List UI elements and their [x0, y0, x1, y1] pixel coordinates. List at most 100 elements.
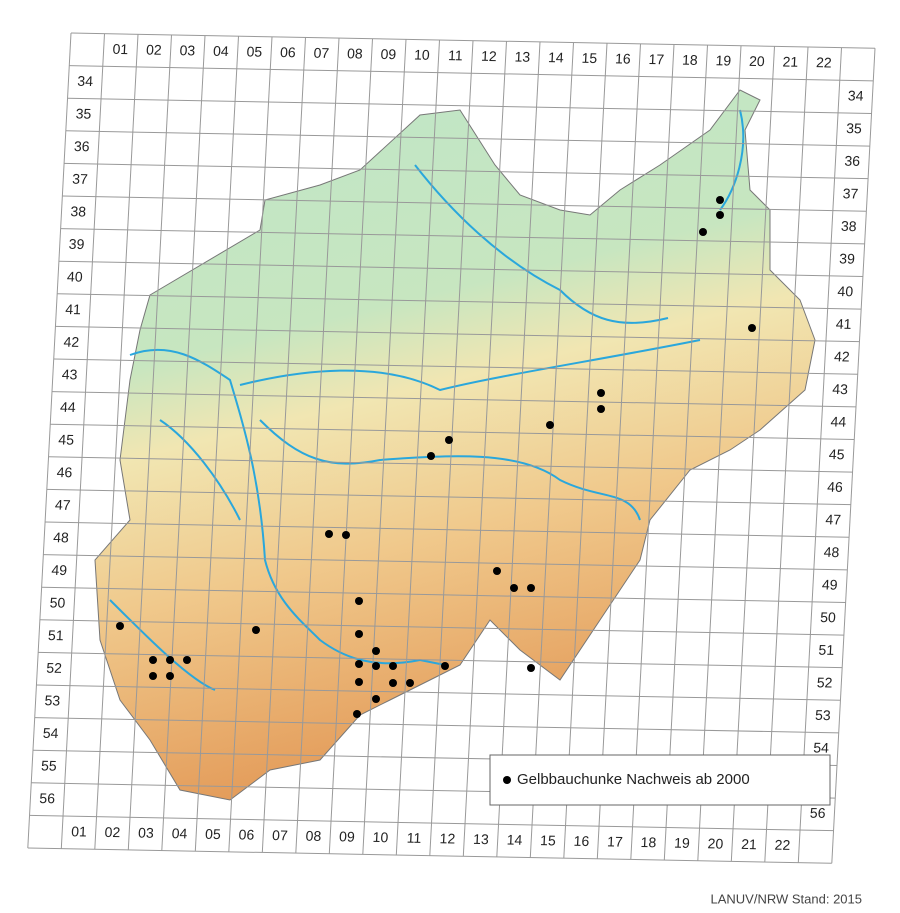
column-label: 11 — [406, 830, 422, 846]
grid-line — [46, 488, 851, 506]
grid-line — [70, 32, 876, 49]
grid-line — [27, 32, 72, 849]
column-label: 22 — [774, 837, 791, 853]
row-label: 38 — [70, 203, 87, 219]
row-label: 46 — [827, 479, 844, 495]
row-label: 37 — [72, 171, 89, 187]
row-label: 35 — [846, 120, 863, 136]
grid-line — [69, 65, 874, 82]
row-label: 46 — [56, 464, 73, 480]
record-dot — [716, 196, 724, 204]
column-label: 03 — [138, 824, 155, 840]
column-label: 12 — [481, 48, 498, 64]
row-label: 51 — [48, 627, 65, 643]
record-dot — [166, 672, 174, 680]
grid-line — [57, 293, 862, 310]
grid-line — [53, 358, 858, 375]
record-dot — [389, 662, 397, 670]
record-dot — [166, 656, 174, 664]
record-dot — [427, 452, 435, 460]
record-dot — [406, 679, 414, 687]
record-dot — [389, 679, 397, 687]
record-dot — [116, 622, 124, 630]
row-label: 42 — [834, 348, 851, 364]
column-label: 09 — [380, 46, 397, 62]
row-label: 43 — [832, 381, 849, 397]
row-label: 49 — [51, 562, 68, 578]
column-label: 15 — [581, 50, 598, 66]
grid-line — [596, 43, 641, 859]
record-dot — [372, 695, 380, 703]
record-dot — [353, 710, 361, 718]
column-label: 01 — [71, 823, 88, 839]
row-label: 36 — [74, 138, 91, 154]
record-dot — [527, 664, 535, 672]
grid-line — [43, 554, 848, 571]
column-label: 20 — [749, 53, 766, 69]
row-label: 51 — [818, 642, 835, 658]
row-label: 47 — [825, 511, 842, 527]
row-label: 53 — [815, 707, 832, 723]
row-label: 52 — [816, 674, 833, 690]
row-label: 39 — [839, 250, 856, 266]
legend-box — [489, 754, 831, 806]
column-label: 16 — [615, 50, 632, 66]
row-label: 48 — [823, 544, 840, 560]
record-dot — [597, 405, 605, 413]
row-label: 43 — [61, 366, 78, 382]
column-label: 18 — [640, 834, 657, 850]
column-label: 10 — [372, 829, 389, 845]
record-dot — [527, 584, 535, 592]
row-label: 34 — [848, 87, 865, 103]
record-dot — [748, 324, 756, 332]
grid-line — [62, 195, 867, 212]
grid-line — [94, 34, 139, 850]
grid-line — [60, 33, 105, 849]
row-label: 40 — [67, 268, 84, 284]
grid-line — [29, 814, 834, 832]
grid-line — [395, 39, 440, 856]
row-label: 56 — [810, 805, 827, 821]
column-label: 17 — [648, 51, 665, 67]
grid-line — [194, 36, 239, 852]
column-label: 13 — [473, 831, 490, 847]
grid-line — [48, 456, 853, 473]
column-label: 15 — [540, 832, 557, 848]
grid-line — [34, 717, 839, 734]
grid-line — [295, 38, 340, 854]
grid-line — [563, 43, 608, 859]
grid-line — [27, 847, 832, 864]
column-label: 02 — [146, 41, 163, 57]
record-dot — [325, 530, 333, 538]
grid-line — [496, 41, 541, 857]
row-label: 42 — [63, 334, 80, 350]
grid-line — [663, 45, 708, 861]
row-label: 53 — [44, 692, 61, 708]
record-dot — [252, 626, 260, 634]
grid-line — [831, 48, 876, 864]
record-dot — [149, 656, 157, 664]
record-dot — [597, 389, 605, 397]
row-label: 49 — [822, 576, 839, 592]
column-label: 21 — [782, 54, 799, 70]
grid-line — [362, 39, 407, 855]
row-label: 56 — [39, 790, 56, 806]
grid-line — [41, 586, 846, 603]
row-label: 34 — [77, 73, 94, 89]
column-label: 06 — [238, 826, 255, 842]
grid-line — [45, 521, 850, 538]
record-dot — [355, 597, 363, 605]
record-dot — [510, 584, 518, 592]
row-label: 41 — [835, 316, 852, 332]
record-dot — [183, 656, 191, 664]
record-dot — [372, 662, 380, 670]
grid-line — [64, 162, 869, 180]
column-label: 13 — [514, 48, 531, 64]
grid-line — [50, 423, 855, 440]
grid-line — [730, 46, 775, 862]
column-label: 03 — [179, 42, 196, 58]
row-label: 50 — [820, 609, 837, 625]
record-dot — [372, 647, 380, 655]
column-label: 16 — [573, 833, 590, 849]
